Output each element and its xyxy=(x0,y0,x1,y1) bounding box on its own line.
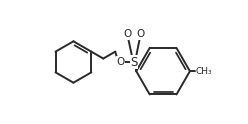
Text: O: O xyxy=(124,29,132,39)
Text: S: S xyxy=(130,56,138,68)
Text: O: O xyxy=(116,57,124,67)
Text: CH₃: CH₃ xyxy=(196,67,212,76)
Text: O: O xyxy=(136,29,144,39)
